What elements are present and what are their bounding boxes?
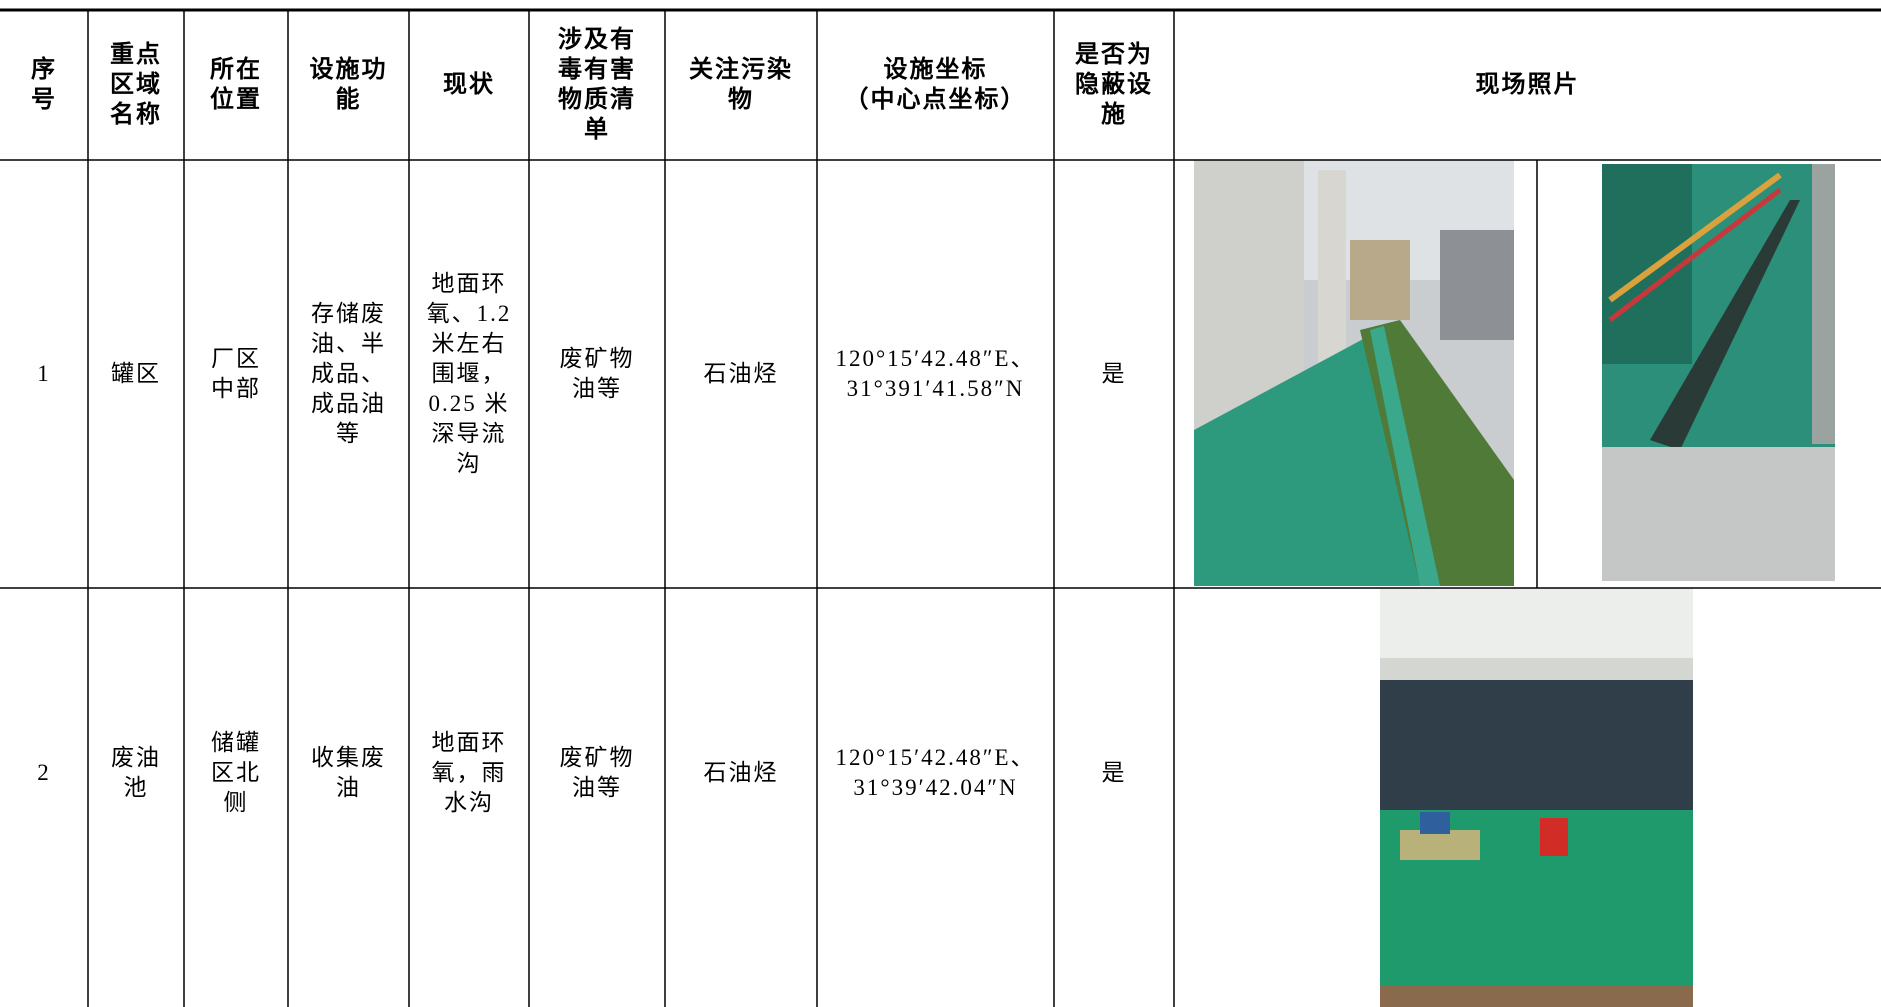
- cell-line: 油、半: [311, 331, 386, 356]
- table-cell: 罐区: [88, 160, 184, 588]
- cell-line: 废油: [111, 745, 161, 770]
- cell-line: 池: [123, 775, 149, 800]
- cell-line: 成品、: [311, 361, 386, 386]
- table-cell: 收集废油: [288, 588, 409, 958]
- cell-line: 罐区: [111, 361, 161, 386]
- cell-line: 沟: [456, 451, 482, 476]
- cell-line: 废矿物: [559, 346, 635, 371]
- cell-line: 等: [336, 421, 361, 446]
- table-cell: 石油烃: [665, 588, 817, 958]
- cell-line: 油等: [572, 775, 622, 800]
- cell-line: 废矿物: [559, 745, 635, 770]
- header-cell: 重点 区域 名称: [88, 10, 184, 160]
- cell-line: 现状: [443, 72, 495, 98]
- table-cell: 地面环氧，雨水沟: [409, 588, 529, 958]
- cell-line: 隐蔽设: [1075, 72, 1153, 98]
- cell-line: 收集废: [311, 745, 386, 770]
- cell-line: 存储废: [311, 301, 386, 326]
- cell-line: 设施坐标: [883, 57, 988, 83]
- cell-line: 0.25 米: [428, 391, 510, 416]
- cell-line: （中心点坐标）: [844, 87, 1027, 113]
- cell-line: 涉及有: [558, 27, 636, 53]
- cell-line: 深导流: [431, 421, 507, 446]
- cell-line: 31°391′41.58″N: [846, 376, 1025, 401]
- cell-line: 所在: [210, 57, 262, 83]
- cell-line: 序: [31, 57, 57, 83]
- cell-line: 地面环: [431, 730, 507, 755]
- cell-line: 区北: [211, 760, 261, 785]
- cell-line: 油等: [572, 376, 622, 401]
- header-cell: 设施坐标 （中心点坐标）: [817, 10, 1054, 160]
- cell-line: 号: [31, 87, 57, 113]
- table-cell: 废矿物 油等: [529, 588, 665, 958]
- cell-line: 1: [37, 361, 51, 386]
- cell-line: 氧、1.2: [426, 301, 512, 326]
- table-cell: 废油池: [88, 588, 184, 958]
- cell-line: 120°15′42.48″E、: [835, 745, 1036, 770]
- cell-line: 地面环: [431, 271, 507, 296]
- table-cell: 120°15′42.48″E、 31°39′42.04″N: [817, 588, 1054, 958]
- table-cell: 2: [0, 588, 88, 958]
- cell-line: 是: [1101, 361, 1127, 386]
- cell-line: 石油烃: [703, 361, 779, 386]
- table-cell: 储罐 区北侧: [184, 588, 288, 958]
- cell-line: 毒有害: [558, 57, 636, 83]
- cell-line: 31°39′42.04″N: [853, 775, 1018, 800]
- cell-line: 120°15′42.48″E、: [835, 346, 1036, 371]
- cell-line: 2: [37, 760, 51, 785]
- cell-line: 施: [1101, 102, 1127, 128]
- cell-line: 米左右: [431, 331, 507, 356]
- cell-line: 成品油: [311, 391, 386, 416]
- header-cell: 涉及有毒有害物质清单: [529, 10, 665, 160]
- header-cell: 是否为 隐蔽设施: [1054, 10, 1174, 160]
- cell-line: 储罐: [211, 730, 261, 755]
- table-cell: 废矿物 油等: [529, 160, 665, 588]
- cell-line: 关注污染: [689, 57, 793, 83]
- table-cell: 石油烃: [665, 160, 817, 588]
- cell-line: 是: [1101, 760, 1127, 785]
- photo-trench: [1602, 164, 1835, 581]
- cell-line: 单: [584, 117, 610, 143]
- grid: [0, 8, 1881, 1007]
- table-cell: 是: [1054, 588, 1174, 958]
- header-cell: 现场照片: [1174, 10, 1881, 160]
- cell-line: 设施功: [309, 57, 388, 83]
- header-cell: 所在 位置: [184, 10, 288, 160]
- cell-line: 能: [335, 87, 362, 113]
- cell-line: 现场照片: [1475, 72, 1580, 98]
- cell-line: 厂区: [211, 346, 261, 371]
- table-cell: 厂区 中部: [184, 160, 288, 588]
- cell-line: 围堰，: [431, 361, 507, 386]
- table-cell: 1: [0, 160, 88, 588]
- photo-oil-pit: [1380, 588, 1693, 1007]
- cell-line: 石油烃: [703, 760, 779, 785]
- cell-line: 名称: [110, 102, 162, 128]
- cell-line: 位置: [210, 87, 262, 113]
- cell-line: 中部: [211, 376, 261, 401]
- cell-line: 区域: [110, 72, 162, 98]
- cell-line: 油: [336, 775, 361, 800]
- cell-line: 物: [728, 87, 754, 113]
- cell-line: 侧: [223, 790, 249, 815]
- header-cell: 设施功能: [288, 10, 409, 160]
- cell-line: 物质清: [558, 87, 636, 113]
- header-cell: 关注污染物: [665, 10, 817, 160]
- header-cell: 现状: [409, 10, 529, 160]
- cell-line: 水沟: [444, 790, 494, 815]
- cell-line: 重点: [110, 42, 162, 68]
- cell-line: 氧，雨: [431, 760, 507, 785]
- table-cell: 120°15′42.48″E、 31°391′41.58″N: [817, 160, 1054, 588]
- cell-line: 是否为: [1075, 42, 1153, 68]
- photo-tanks: [1194, 160, 1514, 586]
- header-cell: 序号: [0, 10, 88, 160]
- table-cell: 地面环氧、1.2 米左右围堰， 0.25 米深导流沟: [409, 160, 529, 588]
- table-cell: 存储废油、半成品、成品油等: [288, 160, 409, 588]
- table-cell: 是: [1054, 160, 1174, 588]
